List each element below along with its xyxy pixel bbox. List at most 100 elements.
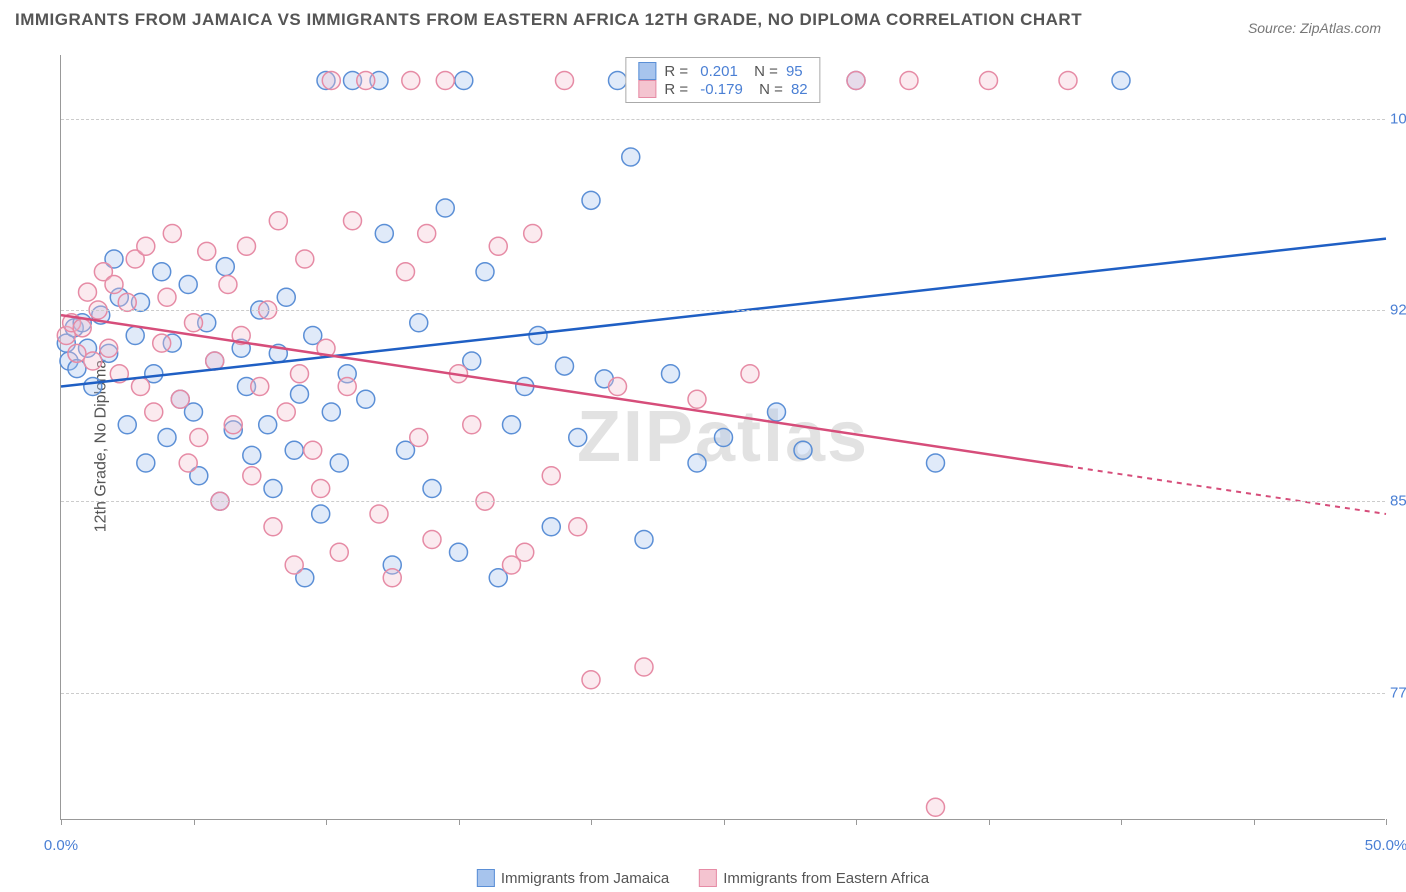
plot-area: ZIPatlas R = 0.201 N =95 R = -0.179 N =8… [60,55,1385,820]
data-point [171,390,189,408]
regression-line [61,315,1068,466]
correlation-legend-row: R = -0.179 N =82 [638,80,807,98]
data-point [224,416,242,434]
data-point [582,191,600,209]
x-tick [61,819,62,825]
x-tick [856,819,857,825]
data-point [243,467,261,485]
data-point [542,518,560,536]
data-point [179,454,197,472]
data-point [296,250,314,268]
data-point [529,327,547,345]
x-tick-label: 50.0% [1365,837,1406,854]
data-point [980,72,998,90]
legend-label: Immigrants from Jamaica [501,870,669,887]
data-point [312,505,330,523]
data-point [609,72,627,90]
data-point [179,276,197,294]
legend-n-label: N = [751,81,783,98]
data-point [137,454,155,472]
data-point [455,72,473,90]
scatter-svg [61,55,1386,820]
data-point [238,237,256,255]
data-point [569,518,587,536]
data-point [73,319,91,337]
data-point [450,543,468,561]
data-point [158,288,176,306]
data-point [768,403,786,421]
data-point [516,543,534,561]
x-tick [326,819,327,825]
data-point [277,403,295,421]
data-point [357,390,375,408]
y-tick-label: 85.0% [1390,493,1406,510]
chart-title: IMMIGRANTS FROM JAMAICA VS IMMIGRANTS FR… [15,10,1082,30]
data-point [436,199,454,217]
data-point [556,72,574,90]
legend-item: Immigrants from Eastern Africa [699,869,929,887]
data-point [715,429,733,447]
data-point [397,263,415,281]
data-point [264,518,282,536]
data-point [105,276,123,294]
data-point [84,378,102,396]
gridline [61,501,1385,502]
data-point [269,212,287,230]
data-point [383,569,401,587]
legend-item: Immigrants from Jamaica [477,869,669,887]
data-point [126,327,144,345]
data-point [503,416,521,434]
data-point [476,263,494,281]
x-tick [1121,819,1122,825]
data-point [100,339,118,357]
data-point [251,378,269,396]
data-point [285,441,303,459]
x-tick [989,819,990,825]
x-tick [591,819,592,825]
legend-r-label: R = [664,81,692,98]
data-point [285,556,303,574]
data-point [344,212,362,230]
data-point [312,480,330,498]
data-point [338,378,356,396]
data-point [132,378,150,396]
correlation-legend-row: R = 0.201 N = 95 [638,62,807,80]
data-point [1112,72,1130,90]
data-point [688,390,706,408]
legend-swatch [477,869,495,887]
correlation-legend: R = 0.201 N =95 R = -0.179 N =82 [625,57,820,103]
data-point [79,283,97,301]
data-point [291,365,309,383]
legend-n-value: 95 [786,63,803,80]
data-point [145,403,163,421]
data-point [153,334,171,352]
data-point [556,357,574,375]
legend-n-value: 82 [791,81,808,98]
data-point [137,237,155,255]
data-point [569,429,587,447]
data-point [118,293,136,311]
data-point [264,480,282,498]
legend-swatch [638,80,656,98]
data-point [304,441,322,459]
data-point [277,288,295,306]
data-point [198,242,216,260]
gridline [61,119,1385,120]
data-point [847,72,865,90]
legend-r-value: 0.201 [700,63,738,80]
y-tick-label: 77.5% [1390,684,1406,701]
data-point [436,72,454,90]
y-tick-label: 92.5% [1390,302,1406,319]
data-point [900,72,918,90]
data-point [322,72,340,90]
legend-r-label: R = [664,63,692,80]
data-point [410,429,428,447]
data-point [243,446,261,464]
data-point [291,385,309,403]
data-point [158,429,176,447]
legend-n-label: N = [746,63,778,80]
x-tick-label: 0.0% [44,837,78,854]
data-point [927,798,945,816]
data-point [185,314,203,332]
data-point [622,148,640,166]
